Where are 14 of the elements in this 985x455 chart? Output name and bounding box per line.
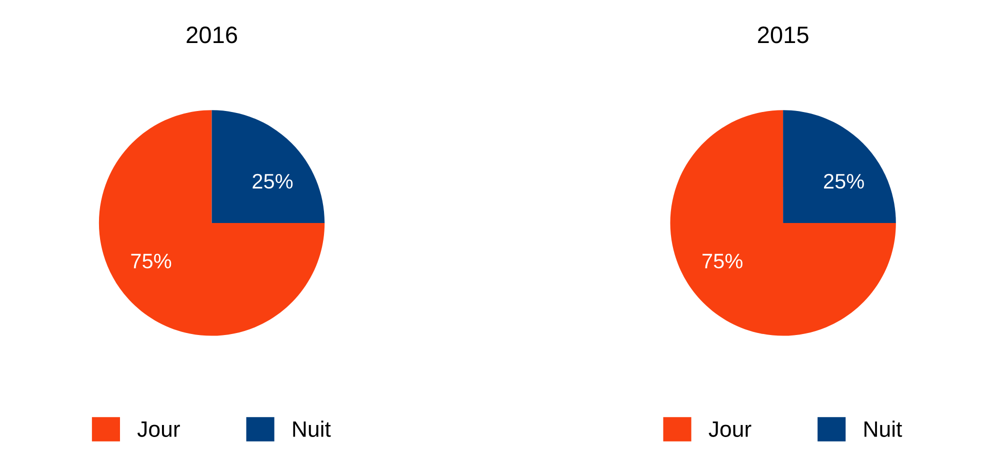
chart-title: 2016 (186, 26, 237, 44)
legend-label: Jour (708, 421, 752, 437)
legend-label: Jour (137, 421, 180, 437)
pie-slice (670, 110, 896, 336)
pie-slice (98, 110, 325, 336)
pie-slice (212, 110, 325, 223)
pie-slice (783, 110, 896, 223)
legend-label: Nuit (293, 420, 331, 437)
chart-title: 2015 (758, 26, 808, 44)
data-label: 75% (702, 254, 742, 268)
data-label: 75% (131, 254, 172, 268)
data-label: 25% (824, 174, 864, 189)
data-label: 25% (252, 174, 293, 189)
legend-label: Nuit (864, 420, 902, 437)
